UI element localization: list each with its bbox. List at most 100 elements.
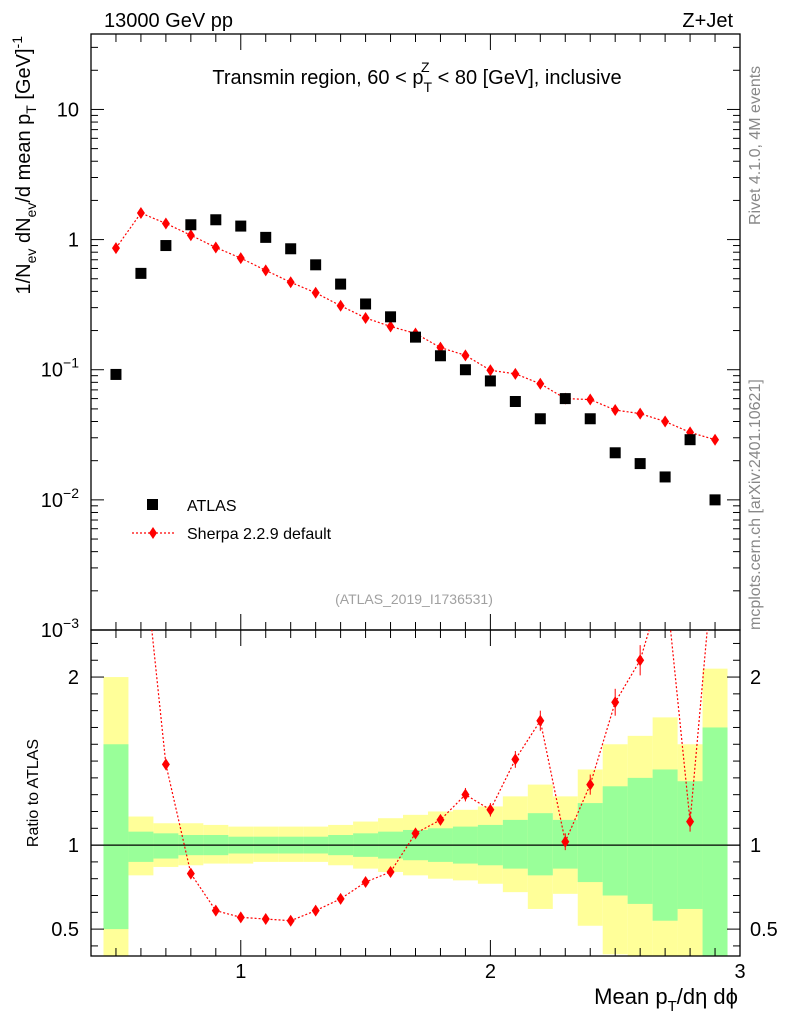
- atlas-point: [634, 458, 646, 470]
- band-1sigma-bin: [103, 744, 129, 930]
- sherpa-ratio-point: [511, 753, 520, 766]
- band-1sigma-bin: [577, 803, 603, 883]
- sherpa-point: [611, 404, 620, 417]
- ratio-band-1sigma: [103, 727, 728, 956]
- sherpa-series-ratio: [137, 520, 719, 927]
- sherpa-point: [636, 407, 645, 420]
- band-1sigma-bin: [502, 819, 528, 869]
- atlas-point: [335, 278, 347, 290]
- sherpa-point: [136, 207, 145, 220]
- region-title: Transmin region, 60 < pT < 80 [GeV], inc…: [212, 67, 621, 95]
- sherpa-ratio-point: [586, 778, 595, 791]
- sherpa-ratio-point: [711, 537, 719, 549]
- x-tick-label: 3: [734, 961, 745, 983]
- x-tick-label: 2: [485, 961, 496, 983]
- atlas-point: [110, 368, 122, 380]
- sherpa-ratio-point: [436, 813, 445, 826]
- atlas-point: [534, 413, 546, 425]
- region-title-main: Transmin region, 60 < p: [212, 67, 423, 89]
- sherpa-point: [186, 229, 195, 242]
- band-1sigma-bin: [702, 727, 728, 956]
- atlas-point: [484, 375, 496, 387]
- atlas-point: [410, 331, 421, 343]
- sherpa-point: [161, 217, 170, 230]
- atlas-point: [709, 494, 721, 506]
- atlas-point: [160, 240, 172, 252]
- legend-atlas-label: ATLAS: [187, 498, 237, 515]
- ratio-y-tick-label: 2: [68, 667, 79, 689]
- ratio-y-ticks: 2 2 1 1 0.5 0.5: [51, 642, 778, 947]
- main-y-tick-label: 10−3: [41, 615, 79, 642]
- sherpa-ratio-point: [486, 803, 495, 816]
- atlas-point: [684, 434, 696, 446]
- sherpa-point: [111, 242, 120, 255]
- sherpa-point: [586, 393, 595, 406]
- x-axis-ticks: 1 2 3: [90, 34, 746, 983]
- process-label: Z+Jet: [682, 10, 733, 32]
- atlas-point: [659, 471, 671, 483]
- sherpa-ratio-point: [137, 520, 145, 532]
- analysis-reference: (ATLAS_2019_I1736531): [335, 591, 493, 607]
- sherpa-ratio-point: [686, 815, 695, 828]
- sherpa-ratio-point: [536, 714, 545, 727]
- region-title-sub: T: [423, 79, 432, 95]
- sherpa-ratio-point: [611, 696, 620, 709]
- rivet-label: Rivet 4.1.0, 4M events: [747, 66, 764, 225]
- sherpa-ratio-point: [261, 913, 270, 926]
- main-y-ticks: 10 1 10−1 10−2 10−3: [41, 46, 740, 642]
- main-y-tick-label: 10−2: [41, 485, 79, 512]
- region-title-sup: Z: [421, 59, 430, 75]
- sherpa-point: [711, 433, 720, 446]
- sherpa-ratio-point: [161, 758, 170, 771]
- sherpa-point: [261, 264, 270, 277]
- band-1sigma-bin: [128, 831, 154, 862]
- region-title-rest: < 80 [GeV], inclusive: [432, 67, 622, 89]
- atlas-point: [584, 413, 596, 425]
- atlas-point: [609, 447, 621, 459]
- sherpa-ratio-point: [636, 654, 645, 667]
- sherpa-point: [386, 320, 395, 333]
- mcplots-label: mcplots.cern.ch [arXiv:2401.10621]: [747, 379, 764, 630]
- sherpa-point: [511, 367, 520, 380]
- sherpa-ratio-point: [561, 835, 570, 848]
- ratio-y-tick-label-right: 2: [750, 667, 761, 689]
- sherpa-series-main: [111, 207, 720, 446]
- energy-label: 13000 GeV pp: [104, 10, 233, 32]
- sherpa-ratio-point: [286, 914, 295, 927]
- sherpa-main-line: [115, 212, 716, 441]
- sherpa-ratio-point: [311, 904, 320, 917]
- atlas-series-main: [110, 214, 721, 506]
- sherpa-point: [211, 241, 220, 254]
- atlas-point: [459, 364, 471, 376]
- main-y-axis-label: 1/Nev dNev/d mean pT [GeV]-1: [9, 36, 39, 295]
- sherpa-ratio-point: [361, 876, 370, 889]
- atlas-point: [285, 243, 297, 255]
- main-y-tick-label: 1: [68, 230, 79, 252]
- sherpa-ratio-point: [661, 570, 669, 582]
- atlas-point: [185, 219, 197, 231]
- sherpa-point: [661, 415, 670, 428]
- band-1sigma-bin: [602, 786, 628, 896]
- ratio-y-tick-label: 0.5: [51, 919, 79, 941]
- x-tick-label: 1: [235, 961, 246, 983]
- sherpa-ratio-point: [186, 867, 195, 880]
- ratio-y-axis-label: Ratio to ATLAS: [25, 739, 42, 847]
- band-1sigma-bin: [627, 777, 653, 904]
- atlas-point: [360, 298, 372, 310]
- sherpa-point: [361, 311, 370, 324]
- atlas-point: [210, 214, 222, 226]
- sherpa-point: [461, 349, 470, 362]
- sherpa-ratio-clipped: [137, 520, 719, 927]
- sherpa-point: [336, 299, 345, 312]
- main-y-tick-label: 10−1: [41, 355, 79, 382]
- atlas-point: [509, 395, 521, 407]
- sherpa-ratio-point: [236, 911, 245, 924]
- legend-atlas-marker: [147, 499, 158, 510]
- band-1sigma-bin: [527, 813, 553, 876]
- sherpa-point: [236, 252, 245, 265]
- main-y-tick-label: 10: [57, 99, 79, 121]
- x-axis-label: Mean pT/dη dϕ: [594, 984, 738, 1015]
- legend: ATLAS Sherpa 2.2.9 default: [132, 498, 332, 543]
- ratio-y-tick-label-right: 1: [750, 835, 761, 857]
